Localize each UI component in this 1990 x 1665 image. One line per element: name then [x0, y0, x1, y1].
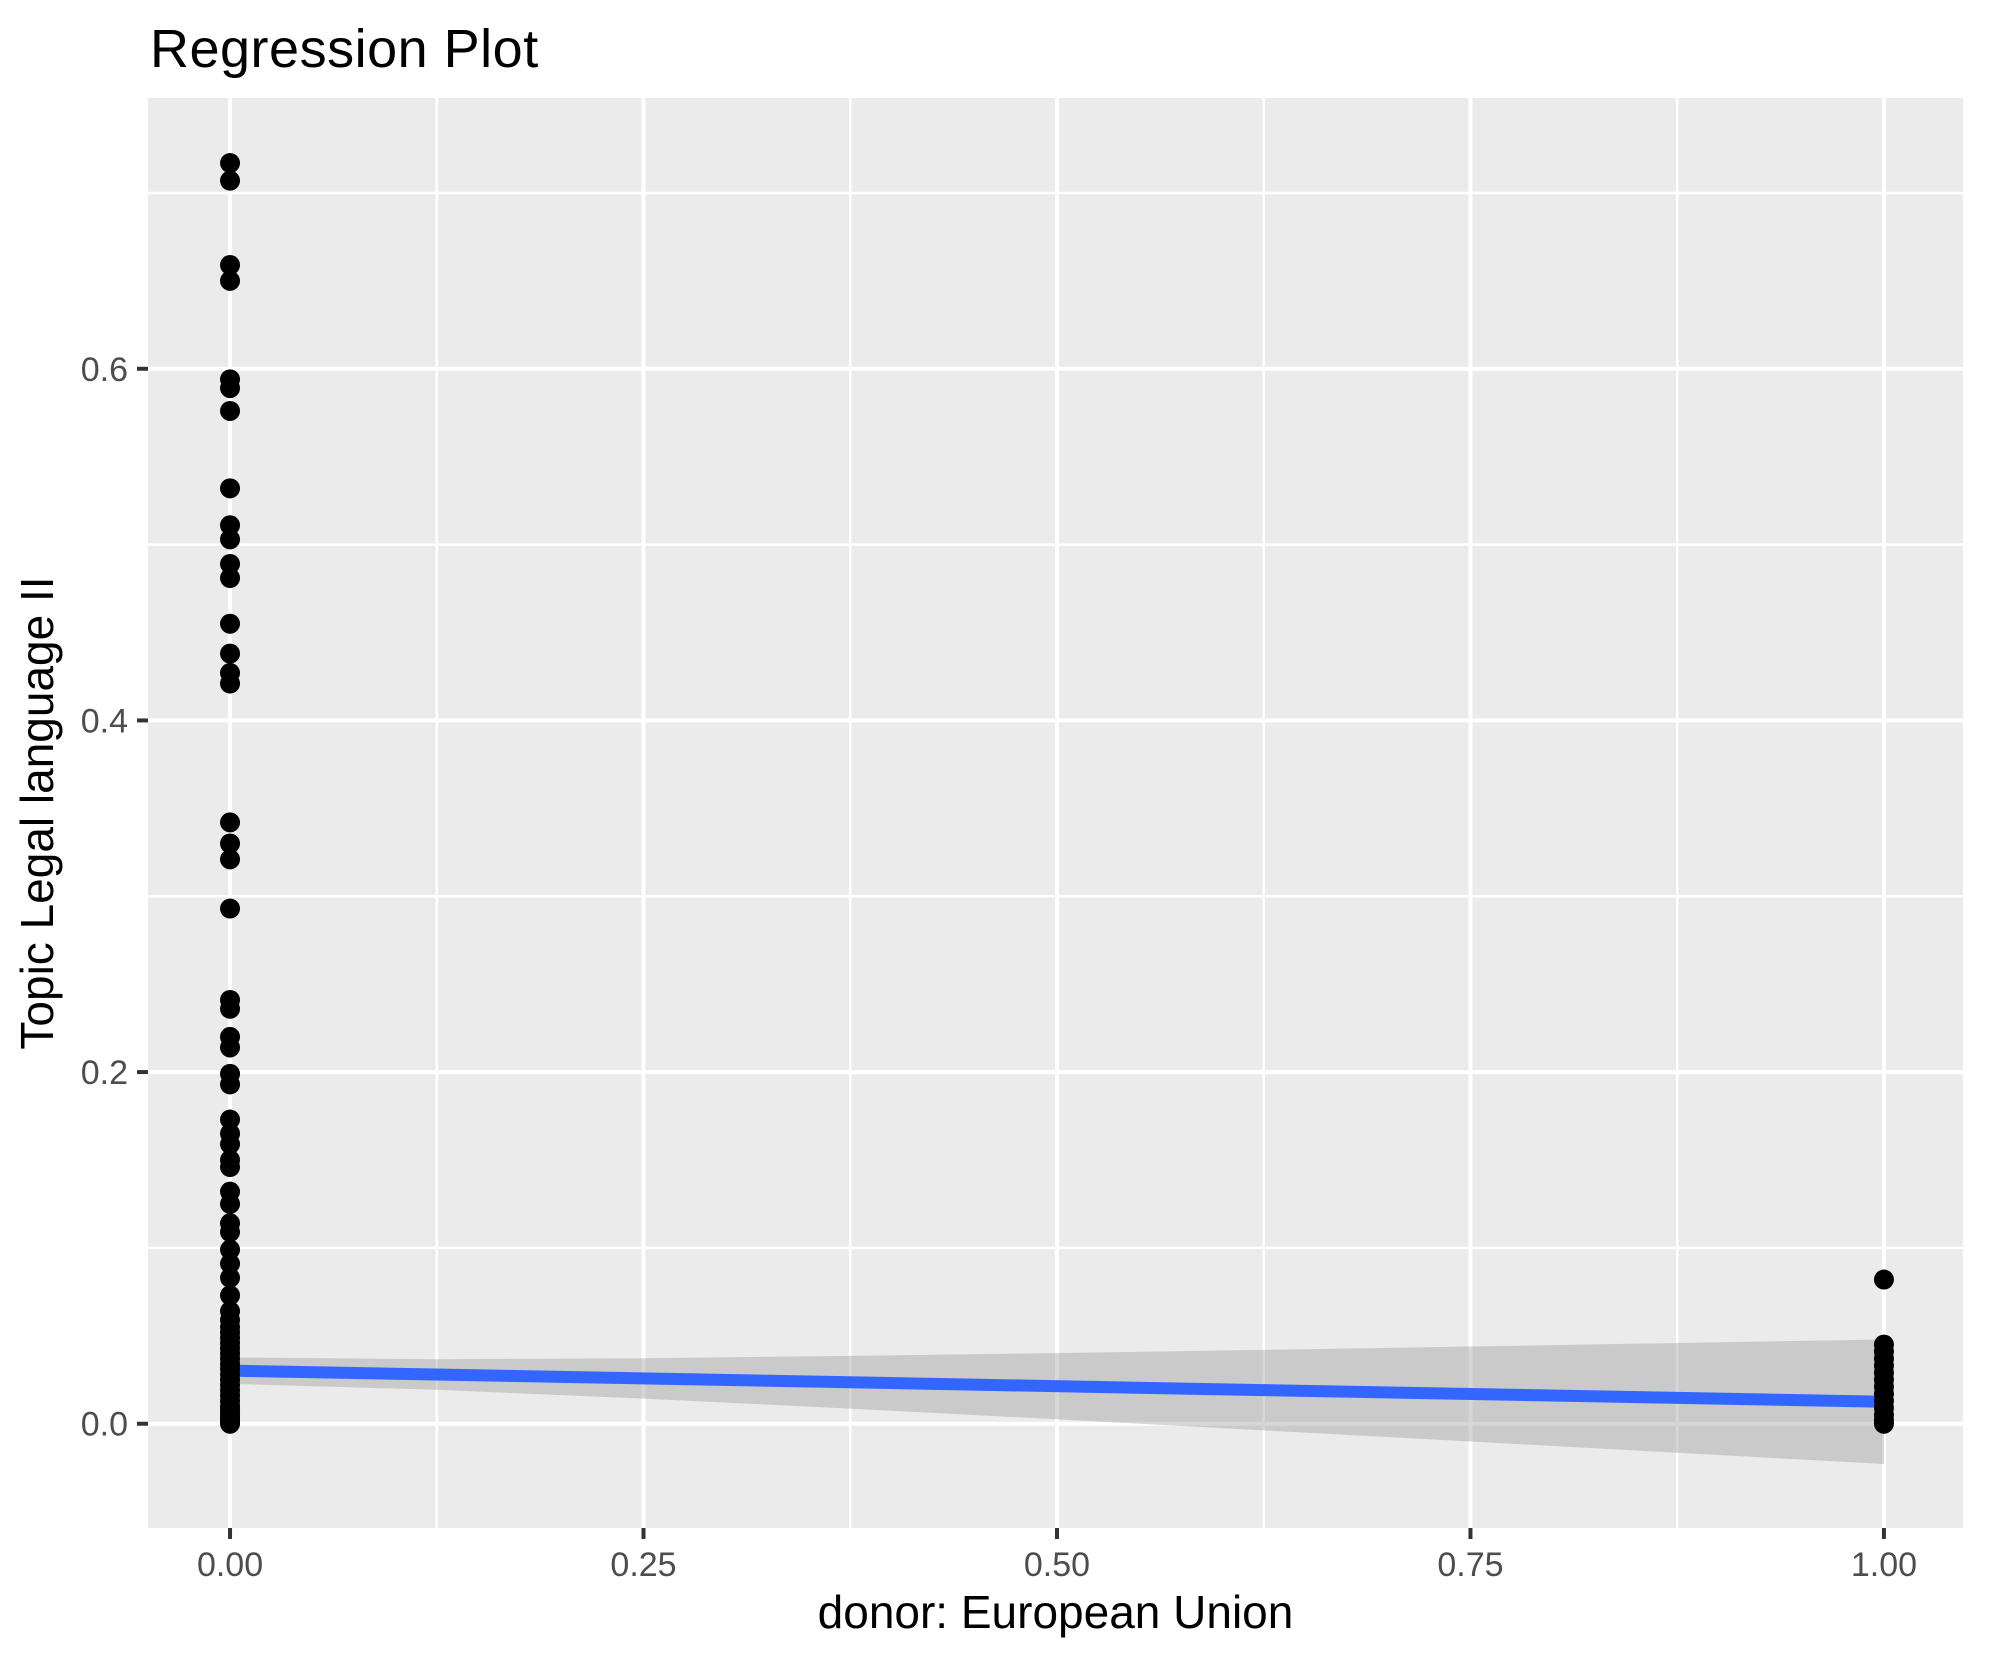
regression-line	[229, 1364, 1885, 1408]
data-point	[220, 1037, 241, 1058]
x-tick-label: 1.00	[1851, 1546, 1917, 1584]
data-point	[220, 1109, 241, 1130]
data-point	[220, 1267, 241, 1288]
data-point	[220, 515, 241, 536]
x-tick-label: 0.25	[610, 1546, 676, 1584]
data-point	[220, 568, 241, 589]
data-point	[220, 378, 241, 399]
y-tick-label: 0.0	[81, 1406, 128, 1444]
data-point	[220, 812, 241, 833]
data-point	[220, 898, 241, 919]
data-point	[220, 400, 241, 421]
data-point	[220, 270, 241, 291]
y-tick-label: 0.2	[81, 1054, 128, 1092]
data-point	[220, 153, 241, 174]
data-point	[220, 1157, 241, 1178]
data-point	[220, 613, 241, 634]
data-point	[220, 643, 241, 664]
x-tick-label: 0.00	[197, 1546, 263, 1584]
data-point	[220, 553, 241, 574]
data-point	[220, 833, 241, 854]
data-point	[220, 1413, 241, 1434]
confidence-band	[230, 1339, 1884, 1464]
y-tick-label: 0.4	[81, 702, 128, 740]
data-point	[220, 1222, 241, 1243]
data-point	[220, 1193, 241, 1214]
data-point	[220, 1074, 241, 1095]
data-point	[220, 1285, 241, 1306]
x-tick-label: 0.75	[1437, 1546, 1503, 1584]
data-point	[220, 170, 241, 191]
data-point	[220, 1239, 241, 1260]
x-axis-title: donor: European Union	[817, 1586, 1294, 1638]
chart-title: Regression Plot	[150, 19, 539, 79]
y-tick-label: 0.6	[81, 351, 128, 389]
data-point	[1873, 1413, 1894, 1434]
data-point	[1873, 1269, 1894, 1290]
data-point	[220, 529, 241, 550]
x-tick-label: 0.50	[1024, 1546, 1090, 1584]
data-point	[220, 255, 241, 276]
data-point	[220, 673, 241, 694]
data-point	[220, 998, 241, 1019]
data-point	[220, 1134, 241, 1155]
data-point	[220, 478, 241, 499]
data-point	[220, 1253, 241, 1274]
data-point	[220, 849, 241, 870]
y-axis-title: Topic Legal language II	[11, 576, 63, 1050]
